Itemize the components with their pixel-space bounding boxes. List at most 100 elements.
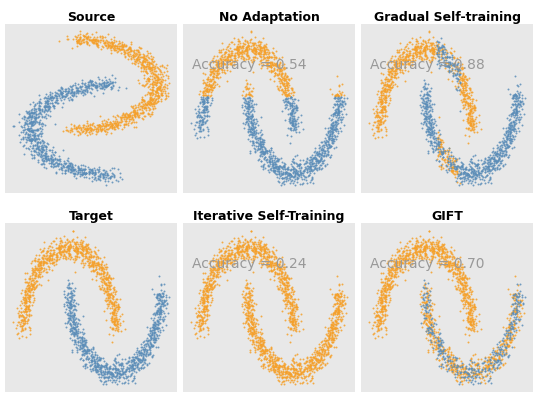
Point — [65, 162, 74, 168]
Point — [336, 300, 344, 307]
Point — [426, 331, 434, 338]
Point — [107, 47, 116, 53]
Point — [101, 288, 109, 294]
Point — [53, 156, 61, 162]
Point — [254, 345, 263, 352]
Point — [464, 311, 473, 317]
Point — [252, 136, 260, 142]
Point — [32, 135, 41, 141]
Point — [22, 303, 31, 310]
Point — [509, 318, 518, 324]
Point — [104, 82, 112, 88]
Point — [305, 356, 314, 363]
Point — [107, 374, 115, 381]
Point — [102, 360, 110, 366]
Point — [477, 373, 486, 379]
Point — [159, 291, 168, 297]
Point — [494, 350, 503, 357]
Point — [490, 349, 499, 356]
Point — [228, 251, 237, 257]
Point — [41, 112, 49, 119]
Point — [151, 294, 160, 300]
Point — [103, 288, 111, 294]
Point — [470, 118, 478, 125]
Point — [141, 57, 150, 63]
Point — [76, 84, 85, 91]
Point — [277, 278, 286, 284]
Point — [138, 365, 147, 371]
Point — [108, 39, 116, 46]
Point — [259, 53, 267, 59]
Point — [271, 161, 280, 167]
Point — [459, 83, 468, 89]
Point — [281, 69, 289, 76]
Point — [117, 360, 125, 366]
Point — [400, 257, 409, 263]
Point — [434, 246, 442, 252]
Point — [465, 118, 473, 125]
Point — [145, 68, 154, 74]
Point — [384, 282, 392, 289]
Point — [270, 360, 279, 367]
Point — [279, 88, 288, 95]
Point — [449, 253, 457, 259]
Point — [383, 80, 392, 87]
Point — [420, 280, 429, 286]
Point — [213, 260, 222, 267]
Point — [24, 316, 33, 322]
Point — [100, 358, 109, 364]
Point — [70, 330, 79, 337]
Point — [77, 355, 86, 361]
Point — [375, 320, 384, 326]
Point — [119, 371, 128, 377]
Point — [273, 364, 282, 370]
Point — [435, 256, 444, 262]
Point — [201, 303, 210, 309]
Point — [134, 101, 143, 107]
Point — [210, 265, 218, 271]
Point — [260, 344, 269, 350]
Point — [437, 150, 446, 156]
Point — [267, 155, 276, 161]
Point — [286, 366, 295, 372]
Point — [332, 297, 341, 303]
Point — [442, 60, 450, 66]
Point — [272, 357, 281, 363]
Point — [512, 308, 521, 315]
Point — [478, 367, 486, 374]
Point — [154, 291, 162, 298]
Point — [377, 126, 385, 133]
Point — [415, 255, 423, 261]
Point — [383, 278, 391, 284]
Point — [270, 364, 279, 370]
Point — [70, 312, 79, 318]
Point — [442, 366, 450, 372]
Point — [244, 285, 253, 291]
Point — [82, 34, 90, 40]
Point — [131, 101, 140, 108]
Point — [246, 291, 255, 298]
Point — [329, 140, 337, 146]
Point — [64, 290, 73, 297]
Point — [308, 166, 317, 173]
Point — [96, 84, 104, 91]
Point — [151, 67, 160, 74]
Point — [55, 92, 63, 99]
Point — [213, 63, 222, 69]
Point — [489, 156, 497, 162]
Point — [467, 123, 476, 129]
Point — [153, 64, 161, 70]
Point — [516, 298, 525, 304]
Point — [337, 293, 345, 299]
Point — [419, 299, 427, 305]
Point — [248, 126, 257, 132]
Point — [280, 117, 289, 124]
Point — [117, 115, 126, 122]
Point — [65, 244, 74, 250]
Point — [465, 373, 474, 379]
Point — [425, 36, 434, 42]
Point — [221, 57, 230, 63]
Point — [282, 102, 291, 108]
Point — [148, 61, 157, 67]
Point — [321, 351, 330, 358]
